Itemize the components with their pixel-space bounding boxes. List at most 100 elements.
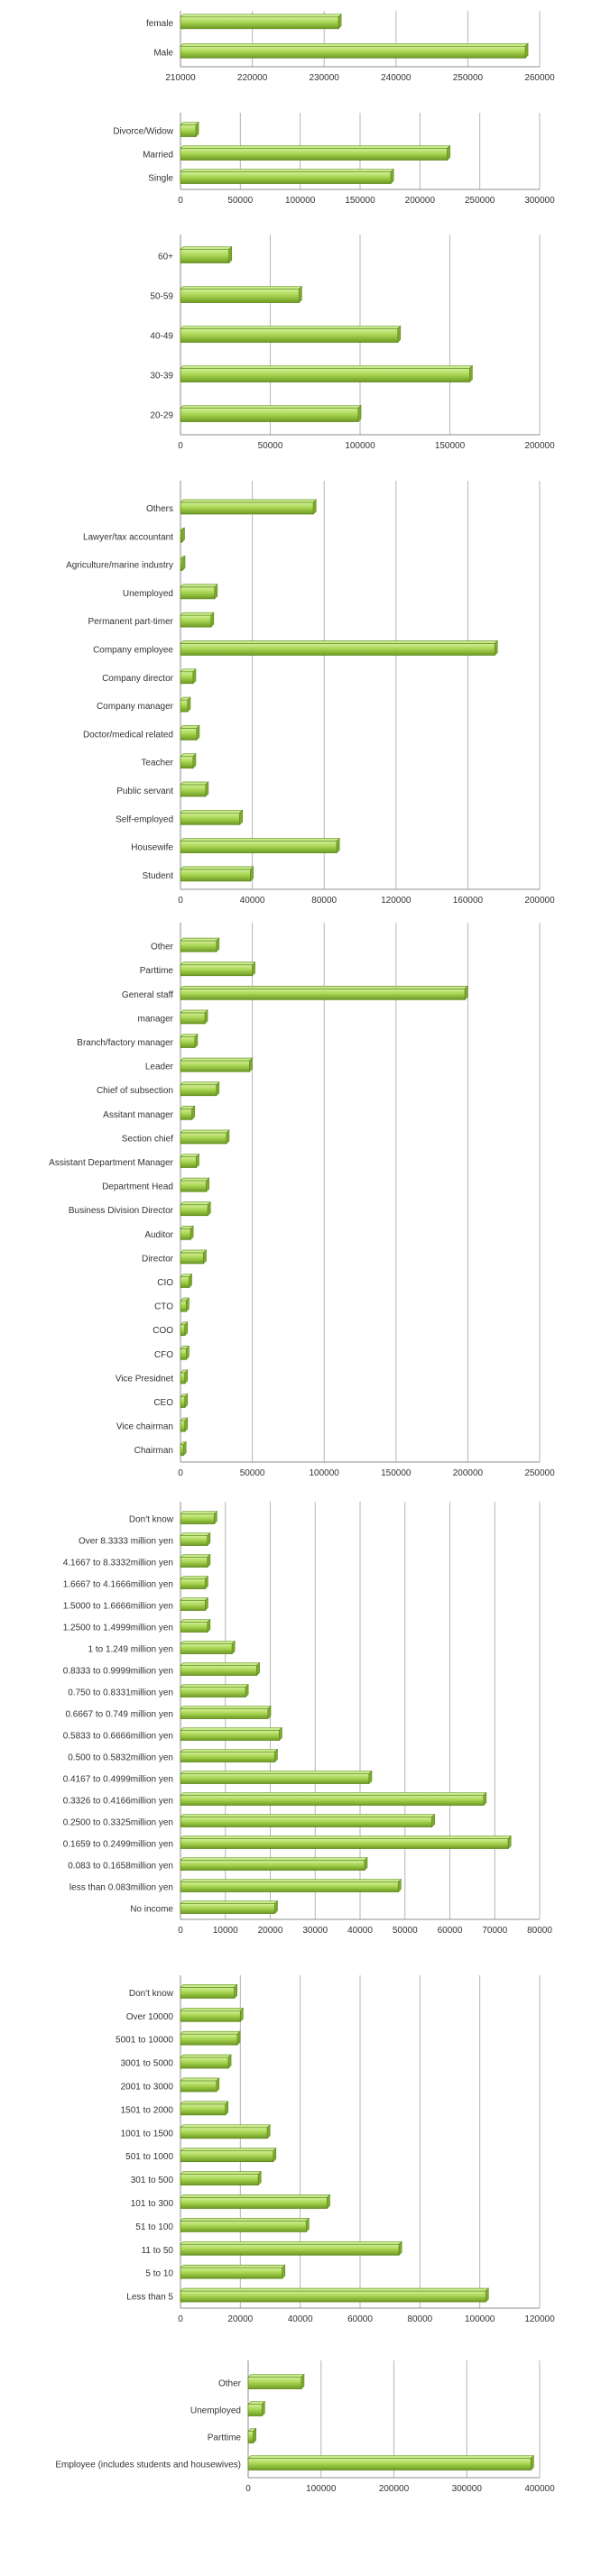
bar bbox=[180, 612, 215, 628]
category-label: 11 to 50 bbox=[142, 2246, 174, 2256]
bar bbox=[180, 2264, 286, 2279]
x-tick-label: 80000 bbox=[311, 896, 337, 906]
bar-top-face bbox=[180, 612, 215, 616]
bar-end-face bbox=[226, 1129, 230, 1145]
bar-end-face bbox=[299, 285, 302, 304]
bar bbox=[180, 1273, 193, 1289]
bar-body bbox=[180, 1324, 186, 1337]
bar-body bbox=[180, 1665, 257, 1676]
bar-body bbox=[180, 1622, 208, 1633]
x-tick-label: 0 bbox=[178, 896, 183, 906]
bar bbox=[180, 724, 200, 741]
bar bbox=[180, 404, 362, 423]
bar-top-face bbox=[180, 1554, 211, 1558]
x-tick-label: 250000 bbox=[465, 196, 495, 206]
bar-top-face bbox=[180, 2077, 220, 2082]
bar-body bbox=[180, 2174, 259, 2185]
bar-end-face bbox=[231, 1640, 236, 1655]
x-tick-label: 10000 bbox=[213, 1926, 238, 1936]
bar-end-face bbox=[189, 1273, 192, 1289]
bar-body bbox=[180, 1372, 186, 1385]
bar-end-face bbox=[249, 1057, 253, 1072]
category-label: 3001 to 5000 bbox=[121, 2059, 174, 2069]
bar-top-face bbox=[180, 365, 474, 369]
bar bbox=[180, 121, 199, 138]
x-tick-label: 50000 bbox=[258, 441, 283, 451]
bar-end-face bbox=[282, 2264, 286, 2279]
bar-end-face bbox=[305, 2217, 310, 2233]
bar-end-face bbox=[216, 1081, 220, 1097]
bar-body bbox=[180, 1396, 186, 1408]
bar-end-face bbox=[357, 404, 362, 423]
bar bbox=[180, 1177, 210, 1192]
x-tick-label: 250000 bbox=[453, 73, 484, 83]
x-tick-label: 120000 bbox=[524, 2314, 555, 2324]
bar-end-face bbox=[239, 809, 243, 825]
bar bbox=[180, 2194, 331, 2210]
x-tick-label: 400000 bbox=[524, 2484, 555, 2494]
bar bbox=[180, 809, 244, 825]
category-label: 40-49 bbox=[150, 332, 173, 342]
category-label: Company employee bbox=[93, 645, 173, 655]
bar-top-face bbox=[180, 326, 402, 329]
bar bbox=[180, 1249, 208, 1265]
bar-chart-4: 0 40000 80000 120000 160000 200000 Others Lawye… bbox=[66, 481, 555, 906]
bar-body bbox=[180, 1348, 187, 1360]
bar-end-face bbox=[194, 1033, 199, 1049]
bar-body bbox=[180, 1773, 370, 1784]
bar-body bbox=[180, 1557, 208, 1568]
bar bbox=[180, 1033, 199, 1049]
x-tick-label: 40000 bbox=[347, 1926, 373, 1936]
bar-body bbox=[180, 2150, 274, 2163]
category-label: Department Head bbox=[102, 1182, 173, 1192]
bar bbox=[180, 245, 233, 264]
bar bbox=[180, 325, 402, 344]
bar-top-face bbox=[180, 1597, 209, 1601]
category-label: 0.8333 to 0.9999million yen bbox=[63, 1667, 173, 1677]
bar-chart-6: 0 10000 20000 30000 40000 50000 60000 70000 8000… bbox=[63, 1502, 552, 1936]
bar bbox=[180, 2217, 310, 2233]
bar-body bbox=[180, 2220, 307, 2232]
x-tick-label: 100000 bbox=[465, 2314, 495, 2324]
bar-end-face bbox=[225, 2101, 229, 2116]
bar-end-face bbox=[227, 2054, 232, 2069]
category-label: Don't know bbox=[129, 1989, 174, 1999]
bar-top-face bbox=[180, 584, 218, 588]
bar-end-face bbox=[191, 1105, 196, 1121]
bar-end-face bbox=[245, 1683, 249, 1698]
bar-end-face bbox=[228, 245, 233, 264]
bar-end-face bbox=[196, 1153, 199, 1169]
bar bbox=[180, 961, 256, 977]
category-label: Self-employed bbox=[116, 814, 173, 824]
category-label: Business Division Director bbox=[69, 1206, 174, 1216]
category-label: Male bbox=[153, 48, 173, 58]
bar bbox=[180, 2077, 220, 2093]
bar-end-face bbox=[301, 2373, 305, 2390]
bar bbox=[247, 2400, 266, 2417]
bar-end-face bbox=[431, 1813, 435, 1828]
category-label: 20-29 bbox=[150, 411, 173, 421]
bar-body bbox=[180, 1036, 196, 1048]
x-tick-label: 0 bbox=[178, 1926, 183, 1936]
x-tick-label: 200000 bbox=[453, 1468, 484, 1478]
x-tick-label: 250000 bbox=[524, 1468, 555, 1478]
category-label: Permanent part-timer bbox=[88, 617, 174, 627]
bar bbox=[180, 285, 303, 304]
bar-top-face bbox=[180, 1814, 436, 1817]
category-label: Don't know bbox=[129, 1515, 174, 1525]
bar-end-face bbox=[184, 1393, 189, 1409]
bar bbox=[180, 1770, 373, 1785]
category-label: Over 8.3333 million yen bbox=[79, 1537, 173, 1547]
x-tick-label: 210000 bbox=[165, 73, 196, 83]
bar-body bbox=[180, 1252, 204, 1265]
bar-top-face bbox=[180, 1706, 272, 1709]
bar-body bbox=[180, 812, 241, 825]
bar-top-face bbox=[180, 986, 468, 989]
bar-top-face bbox=[180, 1576, 209, 1579]
bar-end-face bbox=[182, 1440, 187, 1457]
category-label: Agriculture/marine industry bbox=[66, 561, 173, 571]
bar-top-face bbox=[180, 246, 233, 250]
bar-end-face bbox=[494, 639, 498, 657]
bar-end-face bbox=[207, 1553, 211, 1569]
category-label: Company director bbox=[102, 674, 174, 684]
